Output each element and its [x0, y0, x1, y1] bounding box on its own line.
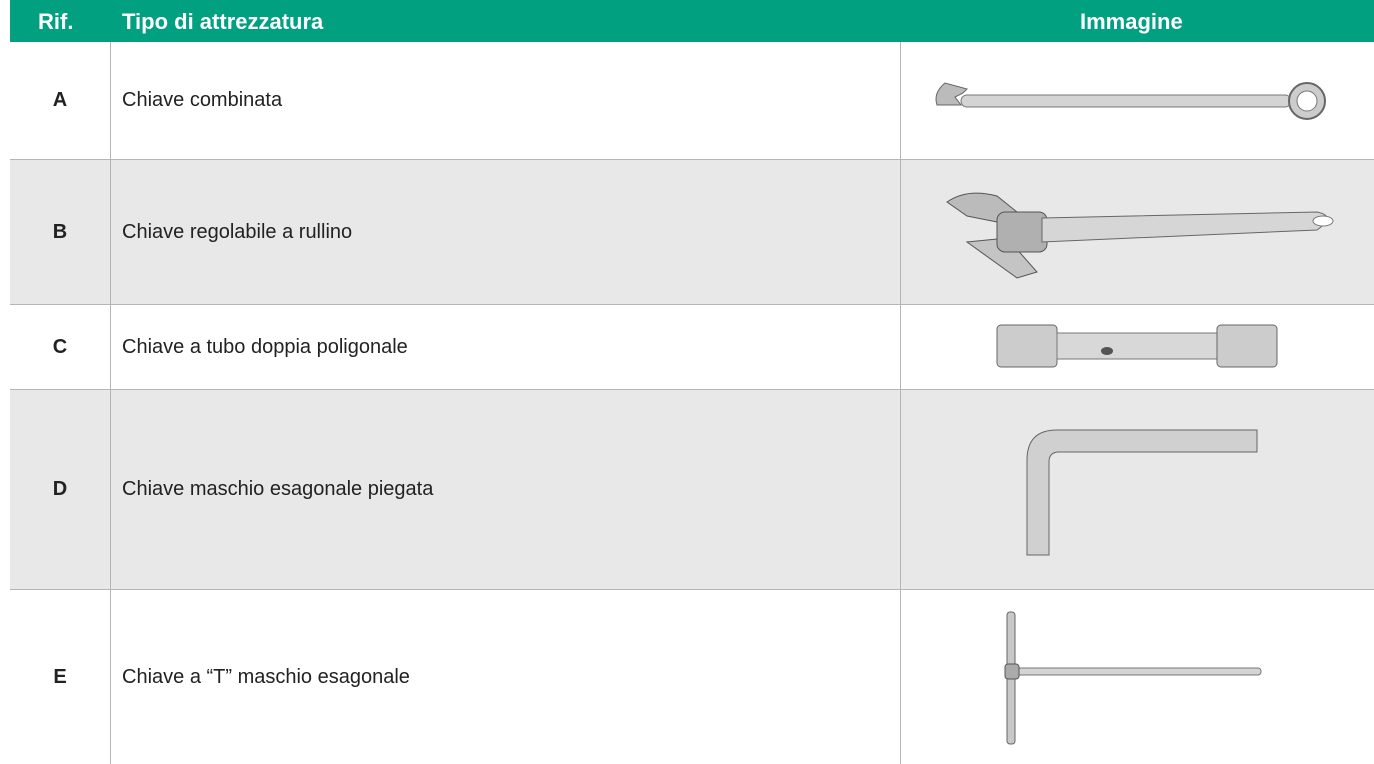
tool-image: [946, 192, 1334, 279]
tool-image: [1004, 611, 1262, 745]
ref-cell: B: [52, 220, 68, 243]
ref-cell: D: [52, 478, 68, 500]
type-cell: Chiave maschio esagonale piegata: [122, 478, 434, 500]
table-row: E Chiave a “T” maschio esagonale: [10, 590, 1374, 764]
type-cell: Chiave a tubo doppia poligonale: [122, 335, 408, 358]
image-cell: [900, 590, 1374, 764]
tool-image: [935, 81, 1326, 120]
table-row: B Chiave regolabile a rullino: [10, 160, 1374, 305]
image-cell: [900, 42, 1374, 159]
column-divider: [900, 42, 901, 764]
header-cell: Tipo di attrezzatura: [122, 9, 324, 34]
table-row: C Chiave a tubo doppia poligonale: [10, 305, 1374, 390]
type-cell: Chiave a “T” maschio esagonale: [122, 665, 410, 688]
table-row: D Chiave maschio esagonale piegata: [10, 390, 1374, 590]
ref-cell: C: [52, 335, 68, 358]
table-row: A Chiave combinata: [10, 42, 1374, 160]
tool-image: [996, 324, 1278, 368]
header-cell: Rif.: [38, 9, 74, 34]
header-cell: Immagine: [1080, 9, 1183, 34]
ref-cell: A: [52, 89, 68, 111]
tool-image: [1026, 429, 1258, 555]
image-cell: [900, 160, 1374, 304]
type-cell: Chiave regolabile a rullino: [122, 220, 353, 243]
type-cell: Chiave combinata: [122, 89, 283, 111]
image-cell: [900, 390, 1374, 589]
image-cell: [900, 305, 1374, 389]
ref-cell: E: [53, 665, 67, 688]
table-header: Rif. Tipo di attrezzatura Immagine: [10, 0, 1374, 42]
column-divider: [110, 42, 111, 764]
